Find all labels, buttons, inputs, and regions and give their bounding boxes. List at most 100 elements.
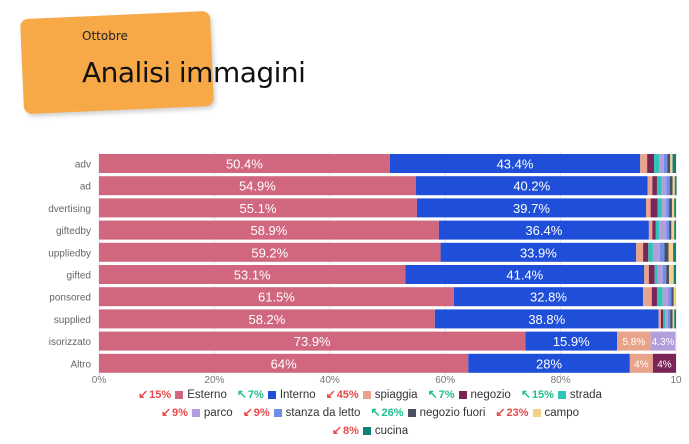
legend-row: ↙15% Esterno ↖7% Interno ↙45% spiaggia ↖7% nego… [60, 386, 680, 404]
data-label: 15.9% [553, 334, 590, 349]
bar-segment-negozio [651, 198, 658, 217]
arrow-down-left-icon: ↙ [138, 387, 148, 401]
x-tick-label: 40% [320, 375, 340, 386]
legend-swatch [408, 409, 416, 417]
legend-item: ↙45% spiaggia [326, 386, 418, 404]
legend-swatch [192, 409, 200, 417]
legend-swatch [274, 409, 282, 417]
bar-segment-stanza-da-letto [668, 309, 670, 328]
legend-trend: ↙8% [332, 422, 359, 440]
arrow-down-left-icon: ↙ [161, 405, 171, 419]
legend-row: ↙9% parco ↙9% stanza da letto ↖26% negozio fu… [60, 404, 680, 422]
bar-segment-campo [669, 265, 674, 284]
legend-item: ↙8% cucina [332, 422, 408, 440]
bar-segment-campo [670, 154, 672, 173]
bar-segment-negozio-fuori [666, 265, 669, 284]
arrow-down-left-icon: ↙ [326, 387, 336, 401]
bar-segment-cucina [674, 221, 676, 240]
bar-segment-spiaggia [644, 265, 649, 284]
x-tick-label: 80% [551, 375, 571, 386]
bar-segment-cucina [674, 265, 676, 284]
bar-segment-spiaggia [648, 176, 653, 195]
bar-segment-negozio [652, 287, 657, 306]
arrow-down-left-icon: ↙ [332, 423, 342, 437]
data-label: 36.4% [525, 223, 562, 238]
data-label: 59.2% [251, 245, 288, 260]
legend-swatch [175, 391, 183, 399]
data-label: 4% [634, 359, 649, 370]
arrow-up-left-icon: ↖ [237, 387, 247, 401]
legend-trend: ↖26% [370, 404, 403, 422]
data-label: 28% [536, 356, 562, 371]
legend-item: ↖7% negozio [428, 386, 511, 404]
legend-trend: ↙23% [495, 404, 528, 422]
bar-segment-campo [672, 198, 674, 217]
arrow-up-left-icon: ↖ [521, 387, 531, 401]
legend-trend: ↖7% [237, 386, 264, 404]
bar-segment-negozio [661, 309, 663, 328]
bar-segment-negozio-fuori [667, 154, 670, 173]
data-label: 39.7% [513, 201, 550, 216]
data-label: 4.3% [652, 337, 675, 348]
bar-segment-cucina [673, 154, 676, 173]
legend-swatch [363, 391, 371, 399]
x-tick-label: 10 [670, 375, 682, 386]
legend-trend-value: 7% [439, 389, 455, 401]
legend-trend: ↙15% [138, 386, 171, 404]
bar-segment-parco [658, 265, 663, 284]
legend-label: negozio fuori [420, 405, 486, 422]
data-label: 54.9% [239, 179, 276, 194]
legend-label: strada [570, 387, 602, 404]
y-tick-label: uppliedby [48, 248, 91, 259]
data-label: 32.8% [530, 290, 567, 305]
y-tick-label: giftedby [56, 226, 91, 237]
legend-label: negozio [471, 387, 511, 404]
bar-segment-parco [659, 221, 666, 240]
legend-trend-value: 8% [343, 425, 359, 437]
legend-trend: ↙45% [326, 386, 359, 404]
bar-segment-strada [655, 265, 658, 284]
bar-segment-cucina [674, 309, 676, 328]
bar-segment-campo [673, 309, 675, 328]
bar-segment-negozio [643, 243, 648, 262]
legend-trend-value: 15% [149, 389, 171, 401]
legend-label: spiaggia [375, 387, 418, 404]
data-label: 38.8% [528, 312, 565, 327]
y-tick-label: Altro [70, 359, 91, 370]
legend-label: Interno [280, 387, 316, 404]
data-label: 53.1% [234, 268, 271, 283]
bar-segment-negozio-fuori [669, 221, 671, 240]
bar-segment-negozio-fuori [671, 287, 673, 306]
bar-segment-negozio [652, 221, 655, 240]
bar-segment-spiaggia [649, 221, 652, 240]
y-tick-label: ponsored [49, 293, 91, 304]
legend-trend-value: 26% [382, 407, 404, 419]
bar-segment-strada [656, 221, 659, 240]
arrow-up-left-icon: ↖ [370, 405, 380, 419]
legend-trend-value: 45% [337, 389, 359, 401]
data-label: 61.5% [258, 290, 295, 305]
legend-item: ↙9% stanza da letto [243, 404, 361, 422]
data-label: 55.1% [240, 201, 277, 216]
bar-segment-spiaggia [646, 198, 651, 217]
bar-segment-negozio [647, 154, 654, 173]
x-tick-label: 0% [92, 375, 107, 386]
data-label: 43.4% [497, 157, 534, 172]
x-tick-label: 60% [435, 375, 455, 386]
legend-trend-value: 15% [532, 389, 554, 401]
bar-segment-parco [662, 176, 667, 195]
bar-segment-strada [654, 154, 659, 173]
y-tick-label: supplied [54, 315, 91, 326]
data-label: 41.4% [506, 268, 543, 283]
y-tick-label: adv [75, 160, 91, 171]
legend-label: parco [204, 405, 233, 422]
legend-item: ↙9% parco [161, 404, 233, 422]
bar-segment-spiaggia [640, 154, 647, 173]
bar-segment-cucina [674, 198, 676, 217]
legend-label: campo [545, 405, 580, 422]
legend-swatch [459, 391, 467, 399]
data-label: 73.9% [294, 334, 331, 349]
legend-trend: ↙9% [243, 404, 270, 422]
arrow-down-left-icon: ↙ [495, 405, 505, 419]
data-label: 58.2% [248, 312, 285, 327]
